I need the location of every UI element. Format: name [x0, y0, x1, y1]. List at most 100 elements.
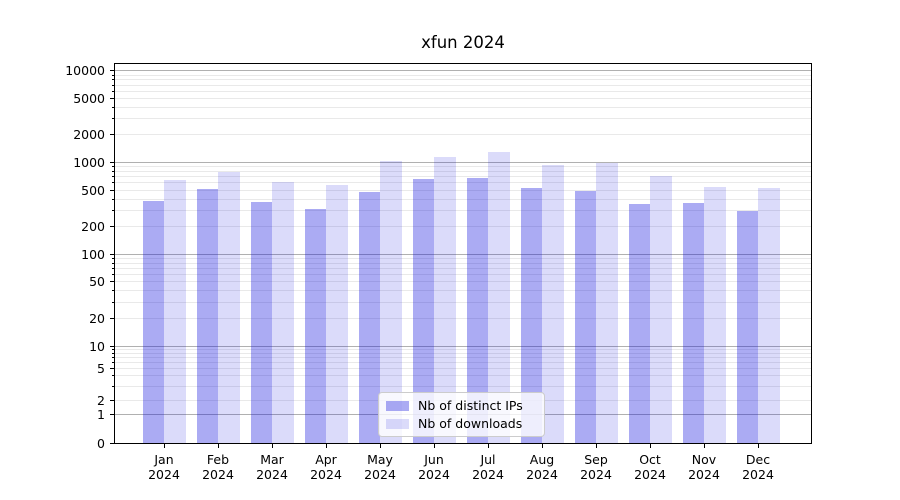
bar-downloads-apr: [326, 185, 348, 444]
legend-item-distinct-ips: Nb of distinct IPs: [386, 398, 537, 413]
x-tick-mark: [271, 443, 273, 448]
legend-item-downloads: Nb of downloads: [386, 416, 537, 431]
x-tick-mark: [487, 443, 489, 448]
legend-label-distinct-ips: Nb of distinct IPs: [418, 398, 523, 413]
x-tick-label: Sep 2024: [568, 452, 624, 482]
gridline-minor: [114, 90, 812, 92]
gridline-minor: [114, 367, 812, 369]
bar-downloads-aug: [542, 165, 564, 444]
y-tick-mark: [109, 70, 114, 72]
gridline-minor: [114, 106, 812, 108]
bar-distinct-ips-apr: [304, 208, 326, 444]
x-tick-label-month: Jan: [154, 452, 174, 467]
x-tick-label: Jan 2024: [136, 452, 192, 482]
x-tick-label-month: Mar: [260, 452, 284, 467]
y-tick-mark: [109, 253, 114, 255]
y-tick-mark: [109, 281, 114, 283]
y-minor-tick-mark: [111, 106, 114, 108]
x-tick-label-year: 2024: [364, 467, 396, 482]
y-tick-label: 10: [89, 338, 105, 354]
bar-downloads-feb: [218, 171, 240, 444]
x-tick-mark: [433, 443, 435, 448]
y-tick-label: 20: [89, 310, 105, 326]
y-minor-tick-mark: [111, 176, 114, 178]
legend-swatch-downloads: [386, 418, 409, 429]
x-tick-label-year: 2024: [472, 467, 504, 482]
gridline-minor: [114, 361, 812, 363]
y-minor-tick-mark: [111, 84, 114, 86]
x-tick-label-month: May: [367, 452, 393, 467]
y-tick-mark: [109, 134, 114, 136]
bar-downloads-oct: [650, 176, 672, 444]
gridline-minor: [114, 118, 812, 120]
y-minor-tick-mark: [111, 274, 114, 276]
x-tick-mark: [703, 443, 705, 448]
y-tick-mark: [109, 226, 114, 228]
gridline-minor: [114, 348, 812, 350]
bar-downloads-may: [380, 161, 402, 444]
gridline-major: [114, 253, 812, 255]
x-tick-label-year: 2024: [202, 467, 234, 482]
x-tick-label-month: Aug: [529, 452, 555, 467]
bar-distinct-ips-dec: [736, 210, 758, 444]
gridline-major: [114, 70, 812, 72]
gridline-minor: [114, 134, 812, 136]
y-minor-tick-mark: [111, 257, 114, 259]
bar-distinct-ips-feb: [196, 189, 218, 444]
gridline-minor: [114, 198, 812, 200]
gridline-minor: [114, 182, 812, 184]
x-tick-label-year: 2024: [580, 467, 612, 482]
gridline-minor: [114, 262, 812, 264]
x-tick-label-month: Oct: [639, 452, 661, 467]
gridline-minor: [114, 268, 812, 269]
legend-label-downloads: Nb of downloads: [418, 416, 523, 431]
gridline-major: [114, 345, 812, 347]
y-minor-tick-mark: [111, 262, 114, 264]
gridline-minor: [114, 356, 812, 358]
gridline-minor: [114, 301, 812, 303]
x-tick-label: Feb 2024: [190, 452, 246, 482]
x-tick-label: Dec 2024: [730, 452, 786, 482]
y-tick-mark: [109, 189, 114, 191]
x-tick-label-year: 2024: [742, 467, 774, 482]
x-tick-label-year: 2024: [418, 467, 450, 482]
chart-title: xfun 2024: [421, 33, 505, 52]
bar-downloads-jan: [164, 179, 186, 444]
gridline-minor: [114, 98, 812, 99]
y-minor-tick-mark: [111, 268, 114, 269]
bar-distinct-ips-oct: [628, 204, 650, 444]
x-tick-label: Apr 2024: [298, 452, 354, 482]
y-minor-tick-mark: [111, 118, 114, 120]
y-tick-label: 2000: [73, 127, 105, 143]
gridline-minor: [114, 290, 812, 292]
gridline-minor: [114, 385, 812, 387]
x-tick-label-year: 2024: [310, 467, 342, 482]
x-tick-mark: [217, 443, 219, 448]
bar-downloads-sep: [596, 163, 618, 444]
y-minor-tick-mark: [111, 74, 114, 76]
y-tick-mark: [109, 414, 114, 415]
legend-swatch-distinct-ips: [386, 400, 409, 411]
y-minor-tick-mark: [111, 352, 114, 354]
y-tick-mark: [109, 345, 114, 347]
y-tick-label: 200: [81, 219, 105, 235]
x-tick-mark: [595, 443, 597, 448]
y-tick-label: 100: [81, 246, 105, 262]
y-tick-mark: [109, 400, 114, 401]
bar-downloads-dec: [758, 187, 780, 444]
gridline-minor: [114, 375, 812, 377]
gridline-minor: [114, 281, 812, 283]
x-tick-label-month: Apr: [315, 452, 337, 467]
bar-distinct-ips-aug: [520, 187, 542, 444]
x-tick-mark: [541, 443, 543, 448]
x-tick-mark: [757, 443, 759, 448]
gridline-minor: [114, 189, 812, 191]
bar-distinct-ips-nov: [682, 202, 704, 444]
gridline-minor: [114, 170, 812, 172]
x-tick-label: Nov 2024: [676, 452, 732, 482]
y-tick-mark: [109, 98, 114, 99]
y-tick-label: 10000: [65, 63, 105, 79]
x-tick-label: May 2024: [352, 452, 408, 482]
bar-downloads-jul: [488, 152, 510, 444]
x-tick-label: Mar 2024: [244, 452, 300, 482]
